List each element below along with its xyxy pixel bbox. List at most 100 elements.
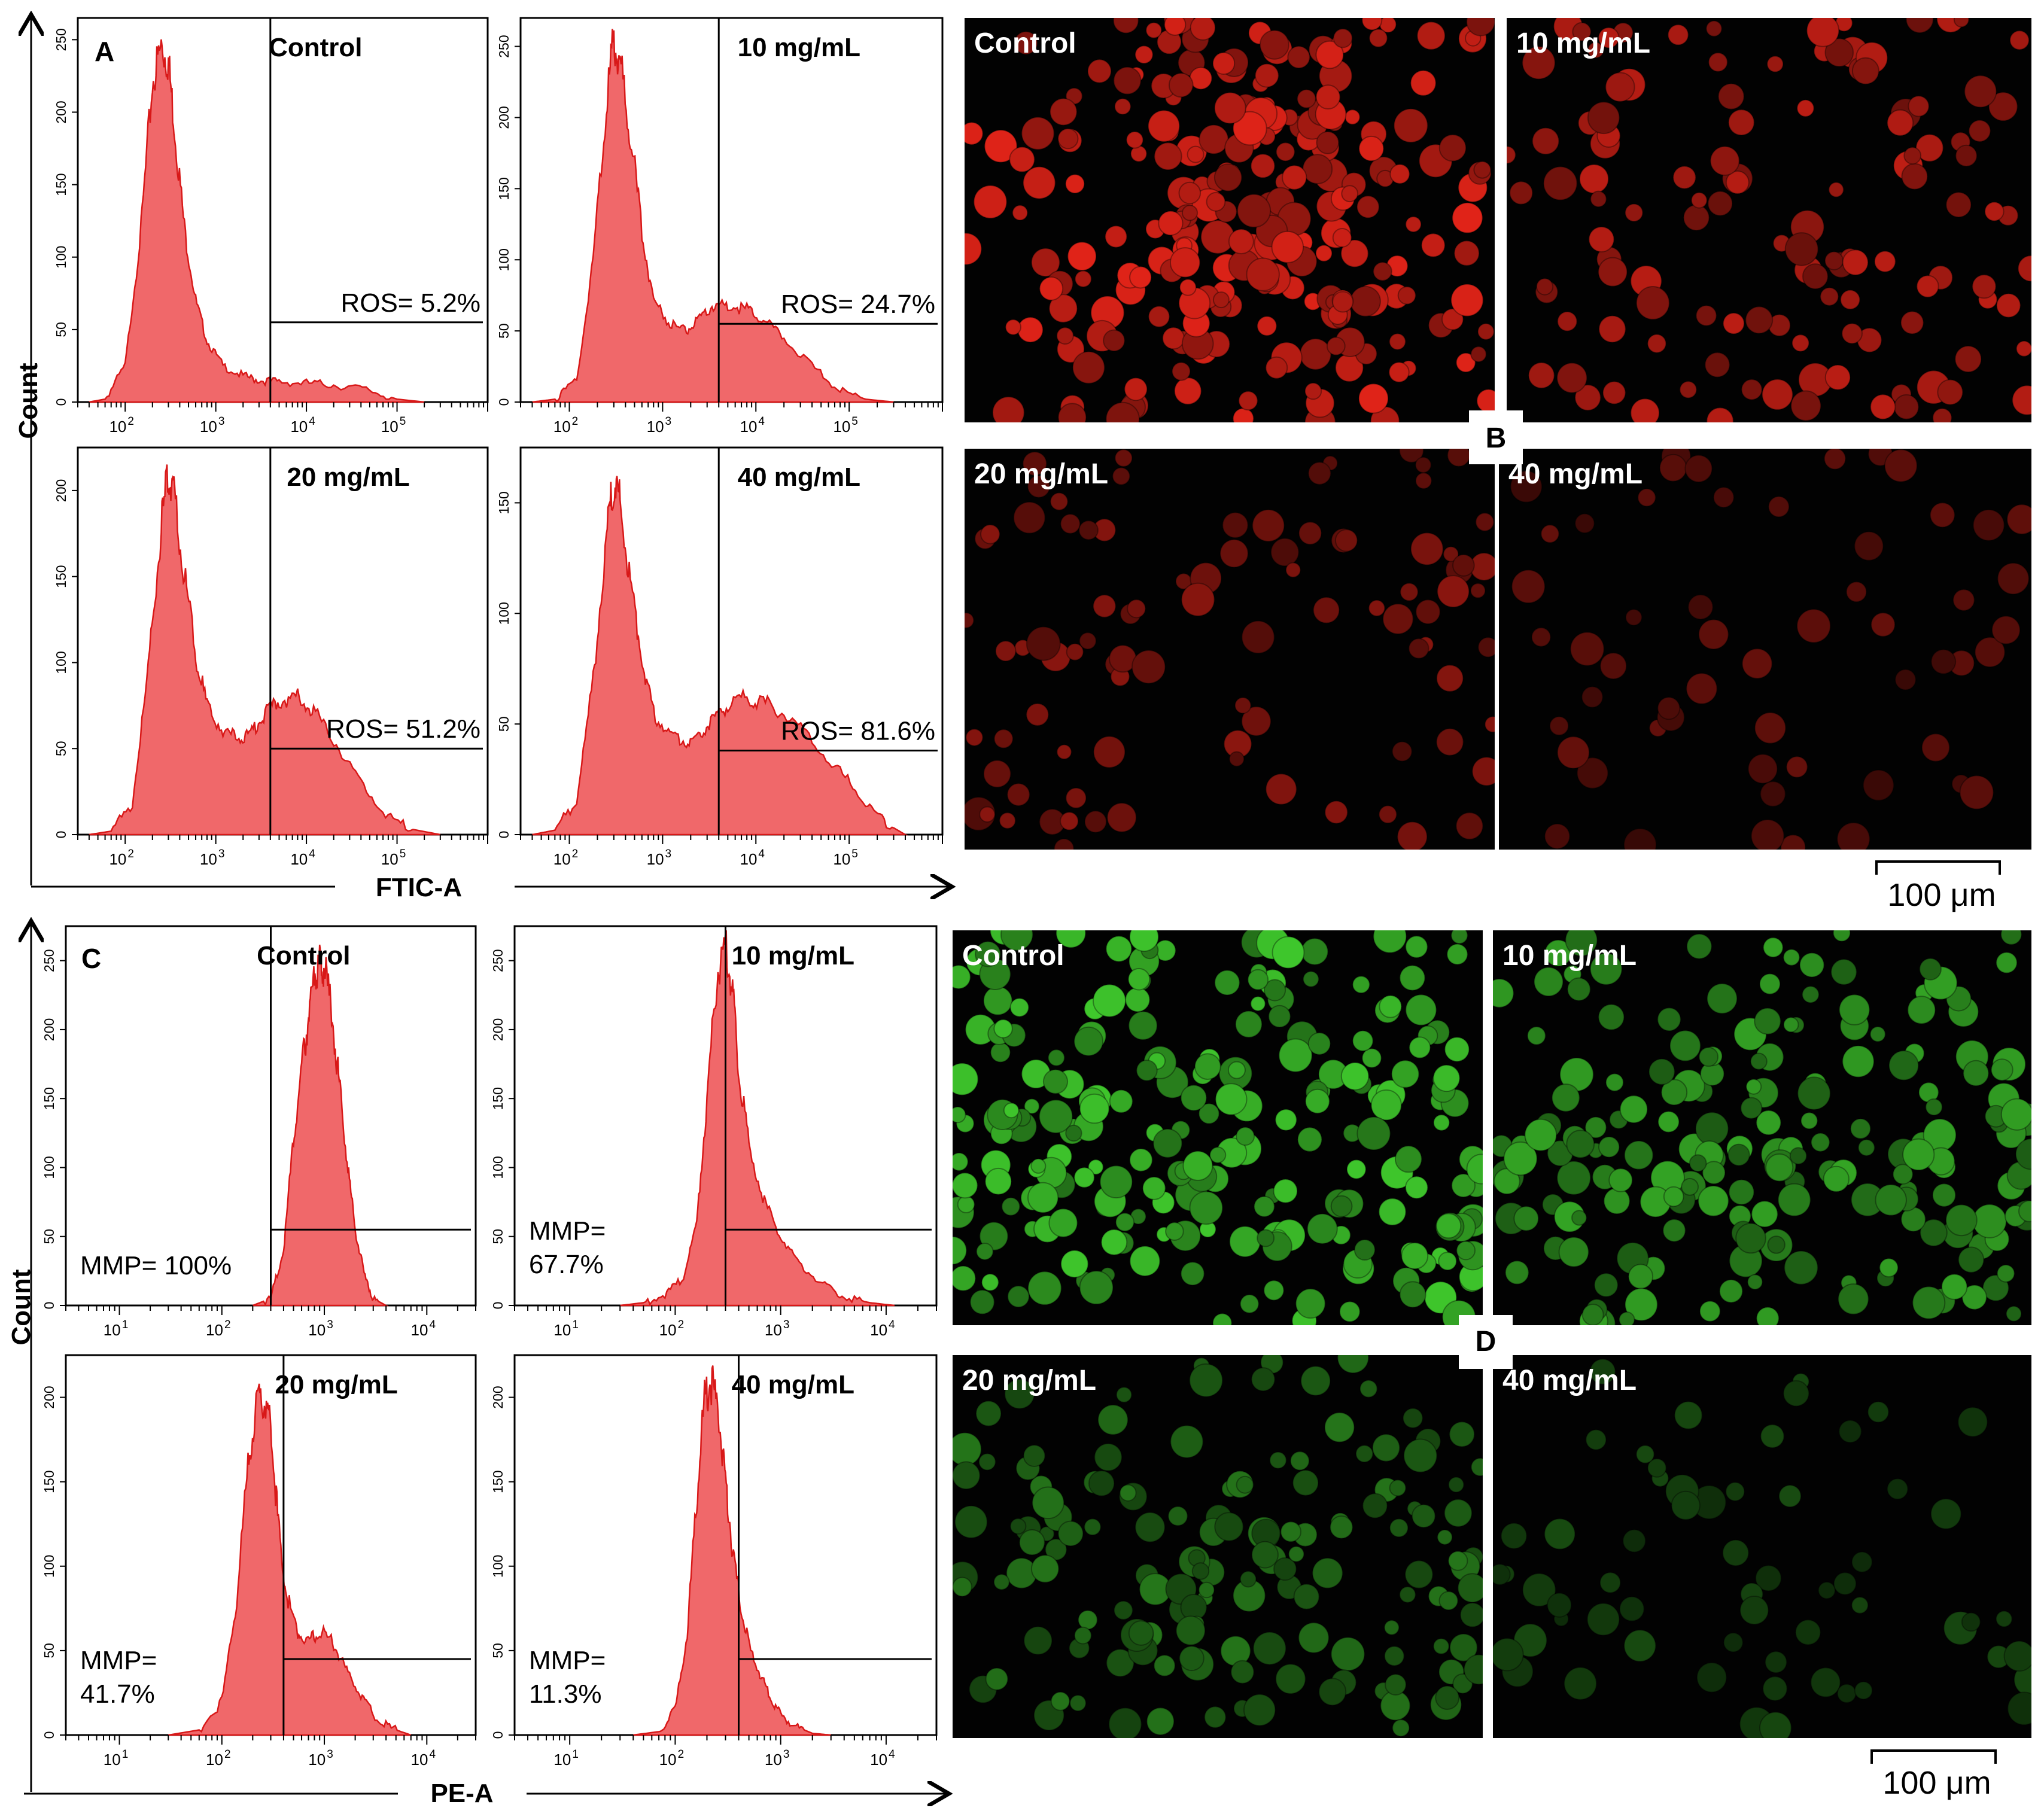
cell-mmp <box>2015 1138 2031 1170</box>
cell-ros <box>1667 24 1689 46</box>
cell-ros <box>1915 133 1944 162</box>
cell-mmp <box>1384 1645 1405 1667</box>
cell-mmp <box>1624 1140 1654 1170</box>
cell-mmp <box>1056 930 1087 948</box>
cell-ros <box>1574 513 1595 534</box>
cell-mmp <box>1152 1128 1183 1158</box>
cell-mmp <box>1215 1083 1248 1116</box>
hist-a-40-mg-ml-y-tick-label: 0 <box>496 831 512 839</box>
cell-ros <box>1557 311 1578 332</box>
cell-mmp <box>1039 1099 1073 1134</box>
hist-a-40-mg-ml-x-tick-label: 10 3 <box>647 848 672 868</box>
cell-ros <box>965 121 984 145</box>
cell-ros <box>1399 449 1424 463</box>
cell-ros <box>1304 382 1322 400</box>
cell-ros <box>1232 407 1254 422</box>
cell-ros <box>1623 828 1657 850</box>
cell-ros <box>1072 351 1105 384</box>
cell-mmp <box>1042 1069 1069 1094</box>
hist-c-20-mg-ml: 10 1 10 2 10 3 10 4 0 50 100 150 200 20 mg/mL MMP= 41.7… <box>41 1354 477 1769</box>
cell-mmp <box>1493 1563 1511 1585</box>
cell-mmp <box>1399 964 1426 991</box>
cell-mmp <box>1456 1240 1476 1261</box>
cell-ros <box>1921 733 1950 762</box>
cell-ros <box>1064 174 1085 194</box>
cell-ros <box>1717 83 1745 110</box>
cell-ros <box>1659 454 1687 482</box>
cell-mmp <box>1830 958 1857 985</box>
cell-mmp <box>1699 1300 1721 1322</box>
micrograph-b-control-cells <box>965 18 1495 422</box>
cell-ros <box>1212 51 1236 75</box>
cell-mmp <box>1598 1136 1620 1158</box>
cell-mmp <box>1129 1148 1153 1172</box>
cell-mmp <box>1851 1551 1873 1573</box>
cell-ros <box>1187 145 1204 163</box>
cell-ros <box>1727 109 1755 136</box>
cell-mmp <box>1330 1515 1353 1539</box>
cell-ros <box>1389 333 1406 351</box>
cell-ros <box>1129 266 1152 289</box>
cell-ros <box>1873 250 1896 273</box>
cell-mmp <box>1522 1573 1556 1607</box>
micrograph-d-40-mg-ml-label: 40 mg/mL <box>1502 1365 1637 1396</box>
cell-ros <box>1039 276 1064 301</box>
scale-bar-b: 100 μm <box>1875 860 2001 913</box>
micrograph-d-control-background <box>953 930 1483 1325</box>
cell-mmp <box>1589 952 1623 985</box>
cell-mmp <box>1759 973 1781 995</box>
cell-mmp <box>1435 1685 1460 1710</box>
cell-mmp <box>1405 994 1437 1026</box>
cell-mmp <box>1243 1694 1276 1727</box>
cell-mmp <box>1783 1380 1810 1407</box>
cell-ros <box>1959 775 1994 810</box>
cell-mmp <box>1958 1246 1985 1273</box>
cell-ros <box>984 129 1018 163</box>
cell-mmp <box>1888 1050 1920 1081</box>
cell-ros <box>1908 95 1930 117</box>
cell-ros <box>1270 537 1300 567</box>
cell-mmp <box>1088 1159 1104 1175</box>
cell-ros <box>1477 637 1495 658</box>
panel-a-frame-axes <box>31 18 948 887</box>
cell-mmp <box>1450 930 1468 945</box>
cell-mmp <box>1759 1711 1792 1738</box>
hist-c-20-mg-ml-x-tick-label: 10 2 <box>206 1748 231 1769</box>
cell-ros <box>1127 599 1146 619</box>
cell-ros <box>1067 241 1097 271</box>
cell-mmp <box>1838 1419 1862 1444</box>
cell-mmp <box>1867 1401 1890 1423</box>
cell-ros <box>1378 805 1397 824</box>
cell-mmp <box>1073 1167 1095 1188</box>
cell-ros <box>1368 28 1388 48</box>
cell-mmp <box>1887 1478 1909 1500</box>
micrograph-b-10-mg-ml-label: 10 mg/mL <box>1516 28 1650 59</box>
cell-ros <box>1532 127 1560 155</box>
hist-a-40-mg-ml: 10 2 10 3 10 4 10 5 0 50 100 150 40 mg/mL ROS= 81.6% <box>496 446 944 868</box>
scale-bar-b-label: 100 μm <box>1887 877 1996 913</box>
cell-mmp <box>1756 1306 1780 1325</box>
cell-mmp <box>1493 978 1514 1008</box>
cell-ros <box>1297 89 1316 109</box>
cell-mmp <box>1337 1355 1370 1374</box>
cell-mmp <box>1027 1271 1062 1305</box>
cell-mmp <box>1818 1581 1836 1600</box>
hist-c-10-mg-ml-y-tick-label: 100 <box>490 1156 506 1179</box>
cell-ros <box>1672 165 1696 190</box>
cell-mmp <box>1689 1154 1707 1173</box>
cell-mmp <box>1300 1365 1331 1396</box>
cell-ros <box>2012 385 2031 416</box>
cell-mmp <box>1547 1592 1572 1618</box>
cell-mmp <box>1252 1632 1286 1666</box>
cell-mmp <box>1236 1127 1255 1146</box>
cell-ros <box>1022 451 1048 476</box>
cell-mmp <box>1079 1093 1110 1124</box>
hist-c-40-mg-ml-distribution <box>633 1365 831 1736</box>
cell-mmp <box>953 1461 981 1490</box>
hist-a-control-x-tick-label: 10 5 <box>381 415 406 436</box>
cell-ros <box>1955 144 1978 167</box>
cell-mmp <box>1765 1153 1794 1182</box>
cell-ros <box>1894 668 1917 691</box>
cell-mmp <box>1551 1083 1580 1112</box>
cell-ros <box>1708 52 1728 72</box>
